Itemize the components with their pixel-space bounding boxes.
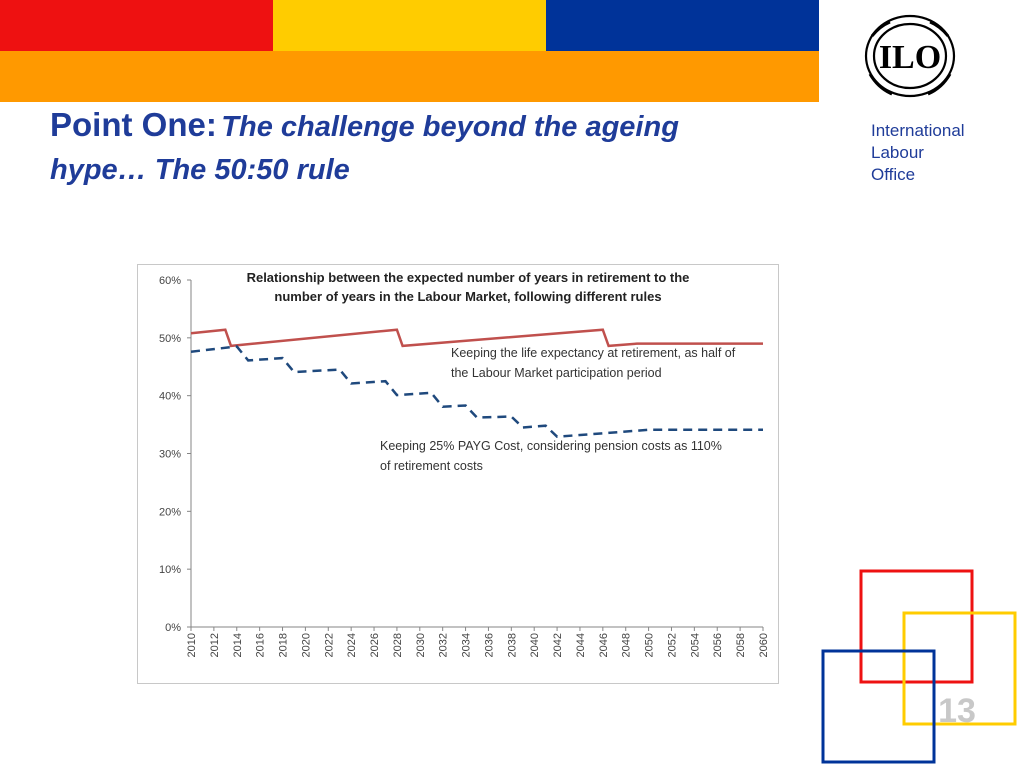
y-tick-label: 40% — [159, 391, 181, 403]
annotation-series-2-line-1: Keeping 25% PAYG Cost, considering pensi… — [380, 439, 722, 453]
x-tick-label: 2026 — [369, 633, 381, 657]
y-tick-label: 50% — [159, 333, 181, 345]
x-tick-label: 2052 — [666, 633, 678, 657]
header-band-orange — [0, 51, 819, 102]
chart-title-line-2: number of years in the Labour Market, fo… — [274, 289, 661, 304]
x-tick-label: 2030 — [415, 633, 427, 657]
x-tick-label: 2050 — [644, 633, 656, 657]
header-band-blue — [546, 0, 819, 51]
x-tick-label: 2020 — [300, 633, 312, 657]
deco-square-blue — [821, 649, 936, 764]
x-tick-label: 2034 — [461, 633, 473, 657]
y-tick-label: 30% — [159, 449, 181, 461]
y-tick-label: 0% — [165, 622, 181, 634]
x-tick-label: 2046 — [598, 633, 610, 657]
slide-title: Point One: The challenge beyond the agei… — [50, 106, 830, 194]
series-line-1 — [190, 328, 763, 348]
header-band-yellow — [273, 0, 546, 51]
title-main: Point One: — [50, 106, 217, 143]
x-tick-label: 2038 — [506, 633, 518, 657]
x-tick-label: 2014 — [232, 633, 244, 657]
x-tick-label: 2060 — [758, 633, 770, 657]
title-sub-line-1: The challenge beyond the ageing — [221, 111, 679, 143]
x-tick-label: 2016 — [255, 633, 267, 657]
series-line-2 — [190, 345, 763, 438]
page-number: 13 — [938, 692, 976, 730]
x-tick-label: 2054 — [689, 633, 701, 657]
header-band-red — [0, 0, 273, 51]
chart-title-line-1: Relationship between the expected number… — [247, 270, 690, 285]
annotation-series-1-line-1: Keeping the life expectancy at retiremen… — [451, 346, 736, 360]
logo-lettering: ILO — [879, 39, 941, 76]
org-line-3: Office — [871, 165, 916, 184]
x-tick-label: 2056 — [712, 633, 724, 657]
title-sub-line-2: hype… The 50:50 rule — [50, 154, 350, 186]
x-tick-label: 2032 — [438, 633, 450, 657]
decorative-squares — [821, 569, 1017, 764]
y-tick-label: 10% — [159, 564, 181, 576]
org-line-2: Labour — [871, 143, 924, 162]
annotation-series-1-line-2: the Labour Market participation period — [451, 366, 662, 380]
x-tick-label: 2040 — [529, 633, 541, 657]
org-line-1: International — [871, 121, 965, 140]
y-tick-label: 60% — [159, 275, 181, 287]
x-tick-label: 2010 — [186, 633, 198, 657]
ilo-logo-icon: ILO — [864, 14, 956, 98]
line-chart: 0% 10% 20% 30% 40% 50% 60% 2010 2012 2014 2016 2018… — [159, 270, 770, 657]
x-tick-label: 2012 — [209, 633, 221, 657]
x-tick-label: 2018 — [278, 633, 290, 657]
x-tick-label: 2058 — [735, 633, 747, 657]
x-tick-label: 2048 — [621, 633, 633, 657]
organization-name: International Labour Office — [871, 120, 965, 186]
y-tick-label: 20% — [159, 506, 181, 518]
annotation-series-2-line-2: of retirement costs — [380, 459, 483, 473]
deco-square-yellow — [902, 611, 1017, 726]
chart-frame: 0% 10% 20% 30% 40% 50% 60% 2010 2012 2014 2016 2018… — [137, 264, 779, 684]
x-tick-label: 2028 — [392, 633, 404, 657]
x-tick-label: 2036 — [483, 633, 495, 657]
x-tick-label: 2022 — [323, 633, 335, 657]
x-tick-label: 2024 — [346, 633, 358, 657]
x-tick-label: 2042 — [552, 633, 564, 657]
x-tick-label: 2044 — [575, 633, 587, 657]
deco-square-red — [859, 569, 974, 684]
